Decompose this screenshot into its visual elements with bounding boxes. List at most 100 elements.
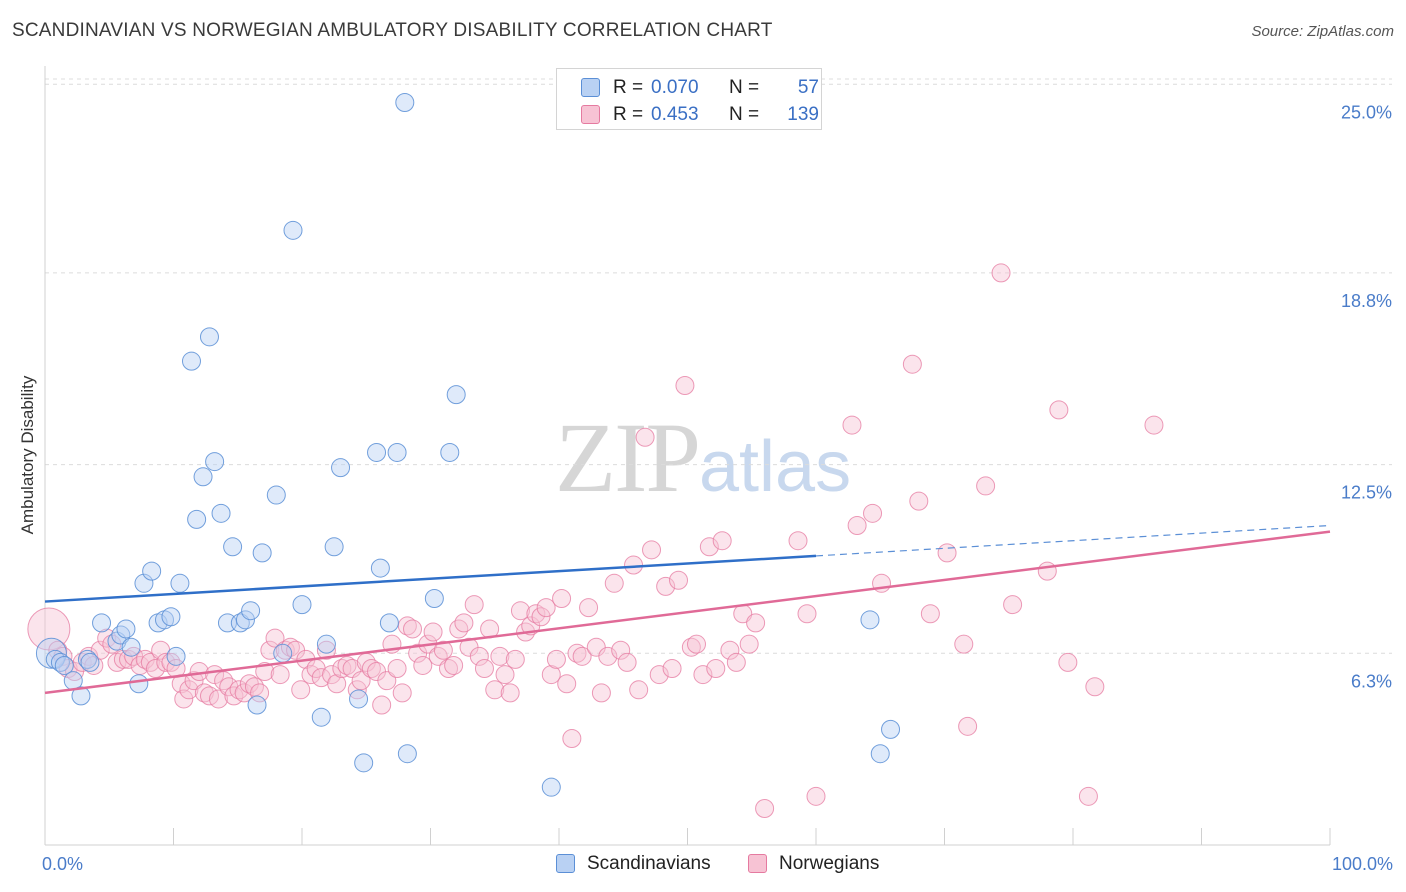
scandinavians-point <box>199 327 219 347</box>
norwegians-point <box>699 537 719 557</box>
scandinavians-legend-label: Scandinavians <box>587 853 711 874</box>
norwegians-point <box>275 640 295 660</box>
norwegians-point <box>291 680 311 700</box>
scandinavians-point <box>121 637 141 657</box>
y-axis-label: Ambulatory Disability <box>18 375 37 535</box>
norwegians-point <box>433 640 453 660</box>
scandinavians-point <box>324 537 344 557</box>
norwegians-point <box>806 786 826 806</box>
trend-lines <box>44 524 1331 695</box>
scandinavians-point <box>211 503 231 523</box>
norwegians-point <box>624 555 644 575</box>
scandinavians-point <box>446 385 466 405</box>
scandinavians-point <box>397 744 417 764</box>
norwegians-point <box>361 659 381 679</box>
n-label: N = <box>729 104 760 125</box>
norwegians-point <box>327 674 347 694</box>
norwegians-point <box>234 683 254 703</box>
norwegians-point <box>174 689 194 709</box>
norwegians-point <box>454 613 474 633</box>
scandinavians-point <box>440 442 460 462</box>
scandinavians-point <box>387 442 407 462</box>
scandinavians-point <box>35 637 67 669</box>
scandinavians-point <box>292 595 312 615</box>
norwegians-point <box>337 655 357 675</box>
norwegians-point <box>954 634 974 654</box>
norwegians-point <box>662 659 682 679</box>
scandinavians-point <box>316 634 336 654</box>
norwegians-point <box>260 640 280 660</box>
norwegians-point <box>562 728 582 748</box>
tick-labels: 6.3% 12.5% 18.8% 25.0% 0.0% 100.0% <box>42 102 1393 874</box>
scandinavians-point <box>367 442 387 462</box>
norwegians-point <box>937 543 957 563</box>
norwegians-point <box>79 646 99 666</box>
norwegians-point <box>500 683 520 703</box>
scandinavians-point <box>187 509 207 529</box>
norwegians-point <box>656 576 676 596</box>
scandinavians-point <box>354 753 374 773</box>
norwegians-point <box>301 665 321 685</box>
scandinavians-swatch <box>581 78 600 97</box>
norwegians-point <box>629 680 649 700</box>
scandinavians-point <box>161 607 181 627</box>
scandinavians-point <box>223 537 243 557</box>
norwegians-legend-swatch <box>748 854 767 873</box>
axes <box>44 66 1331 846</box>
norwegians-point <box>510 601 530 621</box>
norwegians-point <box>991 263 1011 283</box>
r-value: 0.070 <box>651 77 699 98</box>
norwegians-point <box>438 659 458 679</box>
r-value: 0.453 <box>651 104 699 125</box>
norwegians-point <box>208 689 228 709</box>
norwegians-point <box>428 646 448 666</box>
norwegians-point <box>755 798 775 818</box>
x-tick-label: 0.0% <box>42 854 83 874</box>
norwegians-point <box>920 604 940 624</box>
scandinavians-point <box>424 589 444 609</box>
scandinavians-point <box>111 625 131 645</box>
scandinavians-point <box>77 649 97 669</box>
n-label: N = <box>729 77 760 98</box>
norwegians-point <box>863 503 883 523</box>
norwegians-point <box>449 619 469 639</box>
norwegians-point <box>90 640 110 660</box>
scandinavians-point <box>129 674 149 694</box>
norwegians-point <box>392 683 412 703</box>
scandinavians-point <box>170 573 190 593</box>
norwegians-point <box>604 573 624 593</box>
norwegians-point <box>1037 561 1057 581</box>
scandinavians-point <box>50 652 70 672</box>
norwegians-point <box>726 652 746 672</box>
norwegians-point <box>119 649 139 669</box>
scandinavians-point <box>283 220 303 240</box>
norwegians-point <box>316 640 336 660</box>
norwegians-point <box>485 680 505 700</box>
norwegians-point <box>1058 652 1078 672</box>
norwegians-point <box>909 491 929 511</box>
watermark: ZIPatlas <box>555 400 851 515</box>
norwegians-point <box>598 646 618 666</box>
norwegians-point <box>265 628 285 648</box>
scandinavians-point <box>181 351 201 371</box>
scandinavians-point <box>860 610 880 630</box>
norwegians-point <box>526 604 546 624</box>
scandinavians-point <box>166 646 186 666</box>
n-value: 57 <box>797 77 819 98</box>
y-tick-label: 6.3% <box>1351 671 1392 691</box>
norwegians-point <box>156 652 176 672</box>
norwegians-point <box>649 665 669 685</box>
norwegians-point <box>976 476 996 496</box>
watermark-zip: ZIP <box>555 402 701 513</box>
scandinavians-point <box>241 601 261 621</box>
scandinavians-point <box>252 543 272 563</box>
scandinavians-point <box>205 452 225 472</box>
scandinavians-point <box>273 643 293 663</box>
scandinavians-point <box>311 707 331 727</box>
norwegians-point <box>97 628 117 648</box>
scandinavians-point <box>134 573 154 593</box>
norwegians-point <box>387 659 407 679</box>
scandinavians-point <box>235 610 255 630</box>
norwegians-point <box>332 659 352 679</box>
